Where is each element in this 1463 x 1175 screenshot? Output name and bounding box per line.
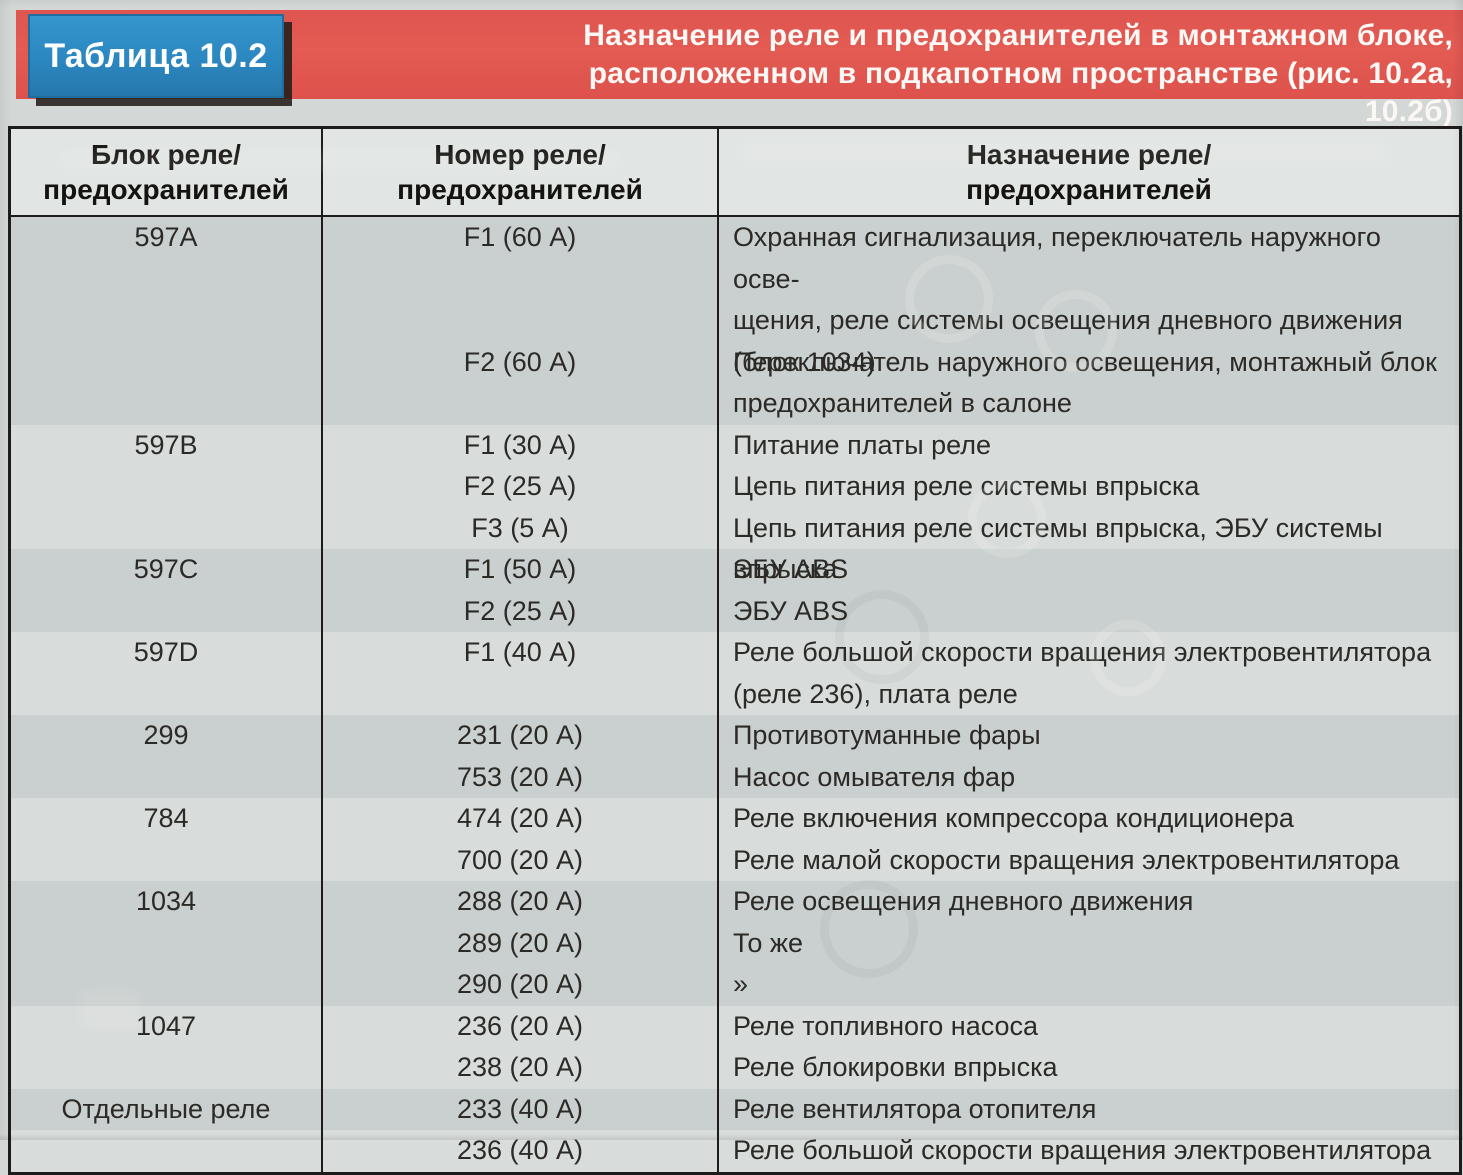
fuse-cell: F3 (5 А) — [323, 507, 719, 549]
purpose-cell: Реле большой скорости вращения электрове… — [733, 637, 1432, 709]
fuse-cell: F1 (30 А) — [323, 424, 719, 466]
column-header-fuse-number: Номер реле/ предохранителей — [323, 129, 719, 215]
table-row: 700 (20 А) Реле малой скорости вращения … — [11, 839, 1459, 881]
purpose-cell: Реле вентилятора отопителя — [733, 1093, 1097, 1124]
block-cell: 597B — [11, 424, 323, 466]
block-cell: Отдельные реле — [11, 1088, 323, 1130]
block-cell — [11, 964, 323, 1006]
block-cell: 299 — [11, 715, 323, 757]
fuse-cell: 700 (20 А) — [323, 839, 719, 881]
block-cell — [11, 507, 323, 549]
table-row: 1047 236 (20 А) Реле топливного насоса — [11, 1005, 1459, 1047]
purpose-cell: » — [733, 969, 749, 999]
table-row: 597D F1 (40 А) Реле большой скорости вра… — [11, 632, 1459, 715]
table-row: 236 (40 А) Реле большой скорости вращени… — [11, 1130, 1459, 1172]
table-row: 299 231 (20 А) Противотуманные фары — [11, 715, 1459, 757]
fuse-cell: 288 (20 А) — [323, 881, 719, 923]
table-row: F2 (25 А) ЭБУ ABS — [11, 590, 1459, 632]
purpose-cell: Охранная сигнализация, переключатель нар… — [733, 222, 1403, 377]
table-row: F2 (25 А) Цепь питания реле системы впры… — [11, 466, 1459, 508]
block-cell — [11, 466, 323, 508]
banner-title: Назначение реле и предохранителей в монт… — [583, 19, 1453, 128]
table-row: 784 474 (20 А) Реле включения компрессор… — [11, 798, 1459, 840]
table-body: 597A F1 (60 А) Охранная сигнализация, пе… — [11, 217, 1459, 1172]
column-header-block: Блок реле/ предохранителей — [11, 129, 323, 215]
block-cell: 784 — [11, 798, 323, 840]
block-cell — [11, 1130, 323, 1172]
fuse-cell: F2 (60 А) — [323, 341, 719, 425]
fuse-cell: F1 (50 А) — [323, 549, 719, 591]
table-row: F3 (5 А) Цепь питания реле системы впрыс… — [11, 507, 1459, 585]
table-row: 597B F1 (30 А) Питание платы реле — [11, 424, 1459, 466]
block-cell: 597C — [11, 549, 323, 591]
purpose-cell: Реле включения компрессора кондиционера — [733, 803, 1294, 833]
block-cell: 1034 — [11, 881, 323, 923]
fuse-cell: 474 (20 А) — [323, 798, 719, 840]
purpose-cell: Насос омывателя фар — [733, 761, 1016, 792]
block-cell: 597A — [11, 217, 323, 342]
purpose-cell: Реле блокировки впрыска — [733, 1052, 1058, 1082]
purpose-cell: Реле освещения дневного движения — [733, 886, 1194, 916]
fuse-cell: 753 (20 А) — [323, 756, 719, 798]
table-row: 1034 288 (20 А) Реле освещения дневного … — [11, 881, 1459, 923]
fuse-cell: F1 (60 А) — [323, 217, 719, 342]
block-cell: 1047 — [11, 1005, 323, 1047]
fuse-cell: 236 (40 А) — [323, 1130, 719, 1172]
block-cell — [11, 922, 323, 964]
purpose-cell: Реле малой скорости вращения электровент… — [733, 844, 1400, 875]
purpose-cell: Противотуманные фары — [733, 720, 1041, 750]
fuse-relay-table: Блок реле/ предохранителей Номер реле/ п… — [8, 126, 1462, 1175]
purpose-cell: Цепь питания реле системы впрыска — [733, 471, 1200, 501]
fuse-cell: 233 (40 А) — [323, 1088, 719, 1130]
purpose-cell: Питание платы реле — [733, 429, 992, 460]
table-row: F2 (60 А) Переключатель наружного освеще… — [11, 341, 1459, 425]
fuse-cell: 231 (20 А) — [323, 715, 719, 757]
fuse-cell: 236 (20 А) — [323, 1005, 719, 1047]
block-cell — [11, 590, 323, 632]
block-cell: 597D — [11, 632, 323, 715]
block-cell — [11, 839, 323, 881]
table-number-badge: Таблица 10.2 — [28, 14, 284, 98]
fuse-cell: 290 (20 А) — [323, 964, 719, 1006]
table-header-row: Блок реле/ предохранителей Номер реле/ п… — [11, 129, 1459, 217]
table-row: 289 (20 А) То же — [11, 922, 1459, 964]
fuse-cell: 238 (20 А) — [323, 1047, 719, 1089]
block-cell — [11, 756, 323, 798]
column-header-purpose: Назначение реле/ предохранителей — [966, 139, 1212, 205]
fuse-cell: F2 (25 А) — [323, 466, 719, 508]
purpose-cell: То же — [733, 927, 803, 958]
purpose-cell: ЭБУ ABS — [733, 595, 849, 626]
block-cell — [11, 341, 323, 425]
purpose-cell: Переключатель наружного освещения, монта… — [733, 346, 1437, 419]
purpose-cell: Цепь питания реле системы впрыска, ЭБУ с… — [733, 512, 1383, 585]
table-row: Отдельные реле 233 (40 А) Реле вентилято… — [11, 1088, 1459, 1130]
fuse-cell: 289 (20 А) — [323, 922, 719, 964]
fuse-cell: F2 (25 А) — [323, 590, 719, 632]
purpose-cell: ЭБУ ABS — [733, 554, 849, 584]
table-row: 238 (20 А) Реле блокировки впрыска — [11, 1047, 1459, 1089]
table-number-label: Таблица 10.2 — [44, 36, 268, 75]
table-row: 290 (20 А) » — [11, 964, 1459, 1006]
fuse-cell: F1 (40 А) — [323, 632, 719, 715]
table-row: 597A F1 (60 А) Охранная сигнализация, пе… — [11, 217, 1459, 377]
purpose-cell: Реле большой скорости вращения электрове… — [733, 1135, 1432, 1165]
purpose-cell: Реле топливного насоса — [733, 1010, 1039, 1041]
table-row: 597C F1 (50 А) ЭБУ ABS — [11, 549, 1459, 591]
block-cell — [11, 1047, 323, 1089]
table-row: 753 (20 А) Насос омывателя фар — [11, 756, 1459, 798]
